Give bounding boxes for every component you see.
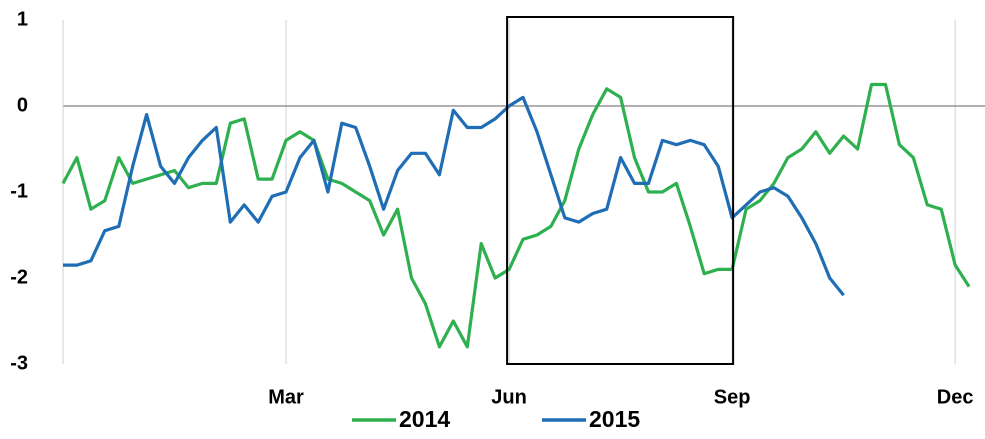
x-tick-label: Dec [937,386,974,408]
highlight-box [506,16,735,365]
y-tick-label: -3 [10,352,28,374]
legend-label: 2015 [589,406,640,432]
y-tick-label: -1 [10,180,28,202]
y-tick-label: 0 [17,94,28,116]
y-tick-label: 1 [17,8,28,30]
series-line [63,95,845,297]
x-tick-label: Jun [491,386,527,408]
legend: 2014 2015 [352,406,640,432]
legend-label: 2014 [399,406,450,432]
series-line [61,82,971,349]
x-tick-label: Sep [714,386,751,408]
y-tick-label: -2 [10,266,28,288]
x-tick-label: Mar [268,386,304,408]
